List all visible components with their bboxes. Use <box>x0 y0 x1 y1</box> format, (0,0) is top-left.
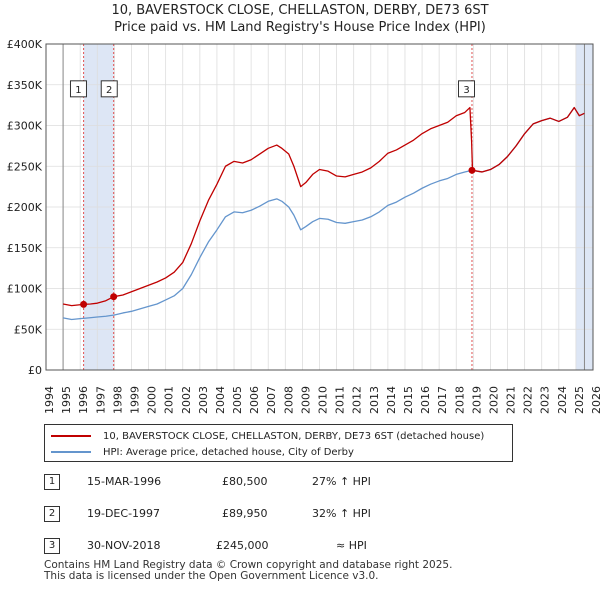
x-tick-label: 1998 <box>111 386 124 414</box>
x-tick-label: 2024 <box>556 386 569 414</box>
x-tick-label: 2022 <box>522 386 535 414</box>
x-tick-label: 2002 <box>180 386 193 414</box>
transaction-date: 30-NOV-2018 <box>87 539 161 552</box>
x-tick-label: 1994 <box>43 386 56 414</box>
x-tick-label: 2026 <box>590 386 600 414</box>
y-tick-label: £400K <box>7 38 43 51</box>
x-tick-label: 2014 <box>385 386 398 414</box>
transaction-date: 15-MAR-1996 <box>87 475 162 488</box>
sale-point-2 <box>110 293 118 301</box>
x-tick-label: 2017 <box>436 386 449 414</box>
table-row: 2 19-DEC-1997 £89,950 32% ↑ HPI <box>44 506 464 524</box>
legend-label-hpi: HPI: Average price, detached house, City… <box>103 446 354 458</box>
x-tick-label: 2005 <box>231 386 244 414</box>
x-tick-label: 1995 <box>60 386 73 414</box>
legend-swatch-price <box>51 435 91 437</box>
x-tick-label: 2011 <box>334 386 347 414</box>
x-tick-label: 2006 <box>248 386 261 414</box>
y-tick-label: £150K <box>7 242 43 255</box>
x-tick-label: 2001 <box>163 386 176 414</box>
y-tick-label: £50K <box>14 323 43 336</box>
sale-label-box-3 <box>458 80 476 98</box>
transaction-hpi: 32% ↑ HPI <box>312 507 371 520</box>
price-chart: 1 2 3 £0 £50K £100K £150K £200K £250K £300K £350K £… <box>7 38 600 414</box>
y-tick-label: £300K <box>7 120 43 133</box>
y-tick-label: £350K <box>7 79 43 92</box>
x-tick-label: 2015 <box>402 386 415 414</box>
x-tick-label: 2025 <box>573 386 586 414</box>
x-tick-label: 2016 <box>419 386 432 414</box>
table-row: 1 15-MAR-1996 £80,500 27% ↑ HPI <box>44 474 464 492</box>
x-tick-label: 2010 <box>317 386 330 414</box>
sale-label-box-2 <box>100 80 118 98</box>
x-tick-label: 2009 <box>299 386 312 414</box>
legend-label-price: 10, BAVERSTOCK CLOSE, CHELLASTON, DERBY,… <box>103 430 485 442</box>
y-tick-label: £100K <box>7 283 43 296</box>
transaction-number: 2 <box>44 506 60 522</box>
x-tick-label: 2007 <box>265 386 278 414</box>
chart-legend: 10, BAVERSTOCK CLOSE, CHELLASTON, DERBY,… <box>44 424 513 462</box>
x-tick-label: 2019 <box>470 386 483 414</box>
table-row: 3 30-NOV-2018 £245,000 ≈ HPI <box>44 538 464 556</box>
y-tick-label: £0 <box>28 364 42 377</box>
transaction-price: £89,950 <box>222 507 268 520</box>
x-tick-label: 1999 <box>128 386 141 414</box>
plot-frame <box>45 43 594 371</box>
x-tick-label: 2003 <box>197 386 210 414</box>
sale-label-box-1 <box>69 80 87 98</box>
series-line-price <box>62 106 585 307</box>
x-tick-label: 1996 <box>77 386 90 414</box>
legend-item-hpi: HPI: Average price, detached house, City… <box>51 445 354 459</box>
sale-label-text-3: 3 <box>463 85 469 96</box>
chart-title-line2: Price paid vs. HM Land Registry's House … <box>114 20 486 35</box>
x-tick-label: 2020 <box>487 386 500 414</box>
x-tick-label: 2021 <box>505 386 518 414</box>
transaction-number: 1 <box>44 474 60 490</box>
transaction-hpi: ≈ HPI <box>336 539 367 552</box>
x-tick-label: 2004 <box>214 386 227 414</box>
transaction-hpi: 27% ↑ HPI <box>312 475 371 488</box>
x-tick-label: 1997 <box>94 386 107 414</box>
y-tick-label: £200K <box>7 201 43 214</box>
sale-label-text-1: 1 <box>75 85 81 96</box>
x-tick-label: 2023 <box>539 386 552 414</box>
footer-line-2: This data is licensed under the Open Gov… <box>44 570 379 582</box>
footer-copyright: Contains HM Land Registry data © Crown c… <box>44 560 452 582</box>
transaction-number: 3 <box>44 538 60 554</box>
legend-item-price: 10, BAVERSTOCK CLOSE, CHELLASTON, DERBY,… <box>51 429 484 443</box>
y-tick-label: £250K <box>7 160 43 173</box>
x-tick-label: 2008 <box>282 386 295 414</box>
sale-label-text-2: 2 <box>106 85 112 96</box>
x-tick-label: 2013 <box>368 386 381 414</box>
footer-line-1: Contains HM Land Registry data © Crown c… <box>44 559 453 571</box>
sale-point-3 <box>468 166 476 174</box>
transaction-price: £80,500 <box>222 475 268 488</box>
transaction-price: £245,000 <box>216 539 269 552</box>
x-tick-label: 2012 <box>351 386 364 414</box>
sale-point-1 <box>80 300 88 308</box>
x-tick-label: 2000 <box>146 386 159 414</box>
legend-swatch-hpi <box>51 451 91 453</box>
chart-title-line1: 10, BAVERSTOCK CLOSE, CHELLASTON, DERBY,… <box>111 3 489 18</box>
transaction-date: 19-DEC-1997 <box>87 507 161 520</box>
x-tick-label: 2018 <box>453 386 466 414</box>
